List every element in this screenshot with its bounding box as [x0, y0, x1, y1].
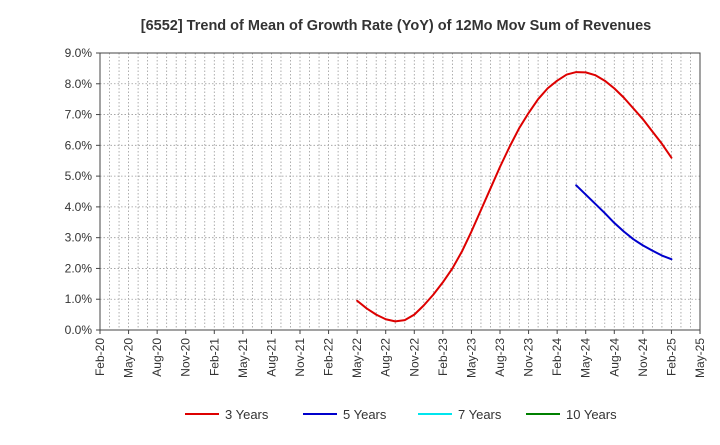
plot-area	[100, 53, 700, 330]
x-tick-label: Nov-20	[179, 338, 193, 377]
legend-label-5-years: 5 Years	[343, 407, 387, 422]
x-tick-label: May-21	[236, 338, 250, 378]
y-tick-label: 9.0%	[65, 46, 93, 60]
series-layer	[356, 71, 673, 323]
y-tick-label: 6.0%	[65, 138, 93, 152]
x-tick-label: Nov-23	[522, 338, 536, 377]
grid-layer	[99, 52, 701, 331]
x-tick-label: May-23	[464, 338, 478, 378]
y-tick-label: 1.0%	[65, 292, 93, 306]
x-tick-label: Feb-20	[93, 338, 107, 376]
x-tick-label: Aug-23	[493, 338, 507, 377]
axis-layer: 0.0% 1.0% 2.0% 3.0% 4.0% 5.0% 6.0% 7.0% 8.0% 9.0%…	[65, 46, 707, 378]
y-tick-label: 7.0%	[65, 108, 93, 122]
x-tick-label: Nov-22	[407, 338, 421, 377]
x-tick-label: Feb-22	[322, 338, 336, 376]
x-tick-label: May-22	[350, 338, 364, 378]
x-tick-label: May-24	[579, 338, 593, 378]
series-line-5-years	[575, 184, 673, 261]
x-tick-label: Feb-21	[207, 338, 221, 376]
y-tick-label: 8.0%	[65, 77, 93, 91]
y-tick-label: 5.0%	[65, 169, 93, 183]
legend: 3 Years 5 Years 7 Years 10 Years	[185, 407, 617, 422]
x-tick-label: May-25	[693, 338, 707, 378]
x-tick-label: May-20	[122, 338, 136, 378]
chart-title: [6552] Trend of Mean of Growth Rate (YoY…	[141, 18, 652, 34]
x-tick-label: Nov-24	[636, 338, 650, 377]
y-tick-label: 2.0%	[65, 261, 93, 275]
legend-label-3-years: 3 Years	[225, 407, 269, 422]
x-tick-label: Aug-22	[379, 338, 393, 377]
legend-label-7-years: 7 Years	[458, 407, 502, 422]
y-tick-label: 4.0%	[65, 200, 93, 214]
x-tick-label: Aug-21	[264, 338, 278, 377]
y-tick-label: 3.0%	[65, 231, 93, 245]
y-tick-label: 0.0%	[65, 323, 93, 337]
legend-label-10-years: 10 Years	[566, 407, 617, 422]
x-tick-label: Feb-24	[550, 338, 564, 376]
x-tick-label: Feb-25	[664, 338, 678, 376]
x-tick-label: Feb-23	[436, 338, 450, 376]
x-tick-label: Aug-24	[607, 338, 621, 377]
x-tick-label: Nov-21	[293, 338, 307, 377]
series-line-3-years	[356, 71, 673, 323]
x-tick-label: Aug-20	[150, 338, 164, 377]
plot-frame	[99, 52, 701, 331]
